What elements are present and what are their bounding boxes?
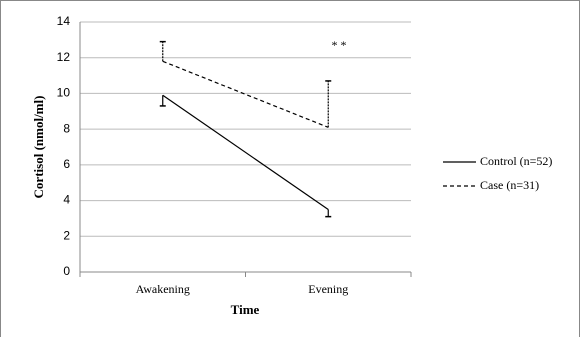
error-bar [325,80,332,128]
y-tick-label: 12 [57,50,71,64]
y-tick-label: 4 [63,193,70,207]
error-bar [159,95,166,107]
y-tick-label: 10 [57,86,71,100]
error-bar [159,40,166,62]
x-axis-title: Time [231,302,260,317]
y-tick-label: 2 [63,228,70,242]
error-bar [325,209,332,218]
y-axis-title: Cortisol (nmol/ml) [31,96,46,199]
legend-label: Case (n=31) [480,178,539,192]
y-tick-label: 0 [63,264,70,278]
x-tick-label: Awakening [136,282,190,296]
y-tick-label: 6 [63,157,70,171]
x-tick-label: Evening [308,282,348,296]
series-line [162,94,329,210]
annotation: * * [332,38,347,52]
y-tick-label: 8 [63,121,70,135]
y-tick-label: 14 [57,14,71,28]
legend-label: Control (n=52) [480,154,552,168]
series-line [162,60,329,128]
